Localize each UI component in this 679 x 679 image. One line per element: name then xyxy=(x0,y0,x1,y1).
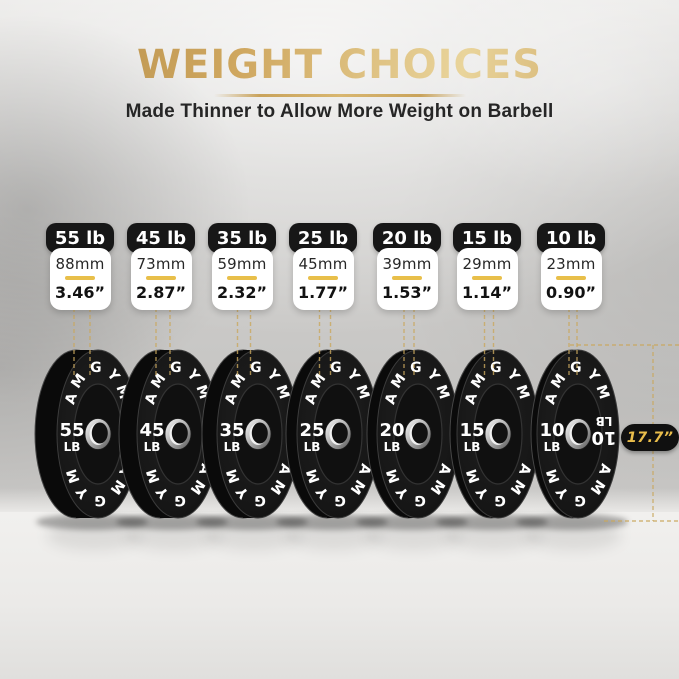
plate-weight-unit: LB xyxy=(304,440,321,454)
plate-weight-unit: LB xyxy=(464,440,481,454)
weight-card-55lb: 55 lb 88mm 3.46” xyxy=(46,223,114,310)
thickness-dash-pair xyxy=(236,308,252,377)
thickness-card: 88mm 3.46” xyxy=(49,248,111,310)
weight-card-10lb: 10 lb 23mm 0.90” xyxy=(537,223,605,310)
thickness-dash-pair xyxy=(73,308,91,377)
thickness-inches: 1.77” xyxy=(298,282,348,302)
thickness-inches: 1.14” xyxy=(462,282,512,302)
thickness-inches: 2.87” xyxy=(136,282,186,302)
gold-divider xyxy=(65,276,95,280)
weight-card-15lb: 15 lb 29mm 1.14” xyxy=(453,223,521,310)
bumper-plate-55lb: AMGYMAMGYM55LB xyxy=(34,349,148,551)
thickness-inches: 3.46” xyxy=(55,282,105,302)
plate-weight-unit: LB xyxy=(544,440,561,454)
center-hub xyxy=(84,418,112,450)
center-hub xyxy=(164,418,192,450)
thickness-dash-pair xyxy=(483,308,495,377)
thickness-card: 73mm 2.87” xyxy=(130,248,192,310)
thickness-card: 59mm 2.32” xyxy=(211,248,273,310)
plate-weight-number: 20 xyxy=(379,420,404,441)
gold-divider xyxy=(146,276,176,280)
thickness-mm: 59mm xyxy=(217,255,267,273)
thickness-mm: 23mm xyxy=(546,255,596,273)
plate-weight-unit: LB xyxy=(384,440,401,454)
gold-divider xyxy=(472,276,502,280)
thickness-card: 29mm 1.14” xyxy=(456,248,518,310)
thickness-dash-pair xyxy=(318,308,332,377)
diameter-badge: 17.7” xyxy=(621,424,679,451)
center-hub xyxy=(404,418,432,450)
gold-divider xyxy=(308,276,338,280)
center-hub xyxy=(484,418,512,450)
thickness-mm: 88mm xyxy=(55,255,105,273)
thickness-inches: 2.32” xyxy=(217,282,267,302)
plate-weight-number: 10 xyxy=(539,420,564,441)
gold-divider xyxy=(556,276,586,280)
page-title: WEIGHT CHOICES xyxy=(0,42,679,88)
thickness-card: 39mm 1.53” xyxy=(376,248,438,310)
thickness-inches: 0.90” xyxy=(546,282,596,302)
thickness-mm: 45mm xyxy=(298,255,348,273)
plate-weight-number: 35 xyxy=(219,420,244,441)
center-hub xyxy=(244,418,272,450)
thickness-card: 45mm 1.77” xyxy=(292,248,354,310)
thickness-dash-pair xyxy=(568,308,578,377)
plate-weight-unit: LB xyxy=(64,440,81,454)
thickness-dash-pair xyxy=(155,308,171,377)
center-hub xyxy=(324,418,352,450)
title-underline xyxy=(214,94,466,97)
plate-weight-unit-mirrored: LB xyxy=(596,414,613,428)
plate-weight-number: 15 xyxy=(459,420,484,441)
weight-card-35lb: 35 lb 59mm 2.32” xyxy=(208,223,276,310)
thickness-dash-pair xyxy=(403,308,415,377)
center-hub xyxy=(564,418,592,450)
weight-card-20lb: 20 lb 39mm 1.53” xyxy=(373,223,441,310)
gold-divider xyxy=(392,276,422,280)
gold-divider xyxy=(227,276,257,280)
plate-weight-unit: LB xyxy=(224,440,241,454)
weight-card-45lb: 45 lb 73mm 2.87” xyxy=(127,223,195,310)
plate-weight-number: 55 xyxy=(59,420,84,441)
page-subtitle: Made Thinner to Allow More Weight on Bar… xyxy=(125,101,554,122)
thickness-mm: 39mm xyxy=(382,255,432,273)
plate-weight-unit: LB xyxy=(144,440,161,454)
thickness-inches: 1.53” xyxy=(382,282,432,302)
thickness-mm: 73mm xyxy=(136,255,186,273)
thickness-mm: 29mm xyxy=(462,255,512,273)
plate-weight-number-mirrored: 10 xyxy=(591,427,616,448)
plate-weight-number: 45 xyxy=(139,420,164,441)
thickness-card: 23mm 0.90” xyxy=(540,248,602,310)
plate-weight-number: 25 xyxy=(299,420,324,441)
weight-card-25lb: 25 lb 45mm 1.77” xyxy=(289,223,357,310)
